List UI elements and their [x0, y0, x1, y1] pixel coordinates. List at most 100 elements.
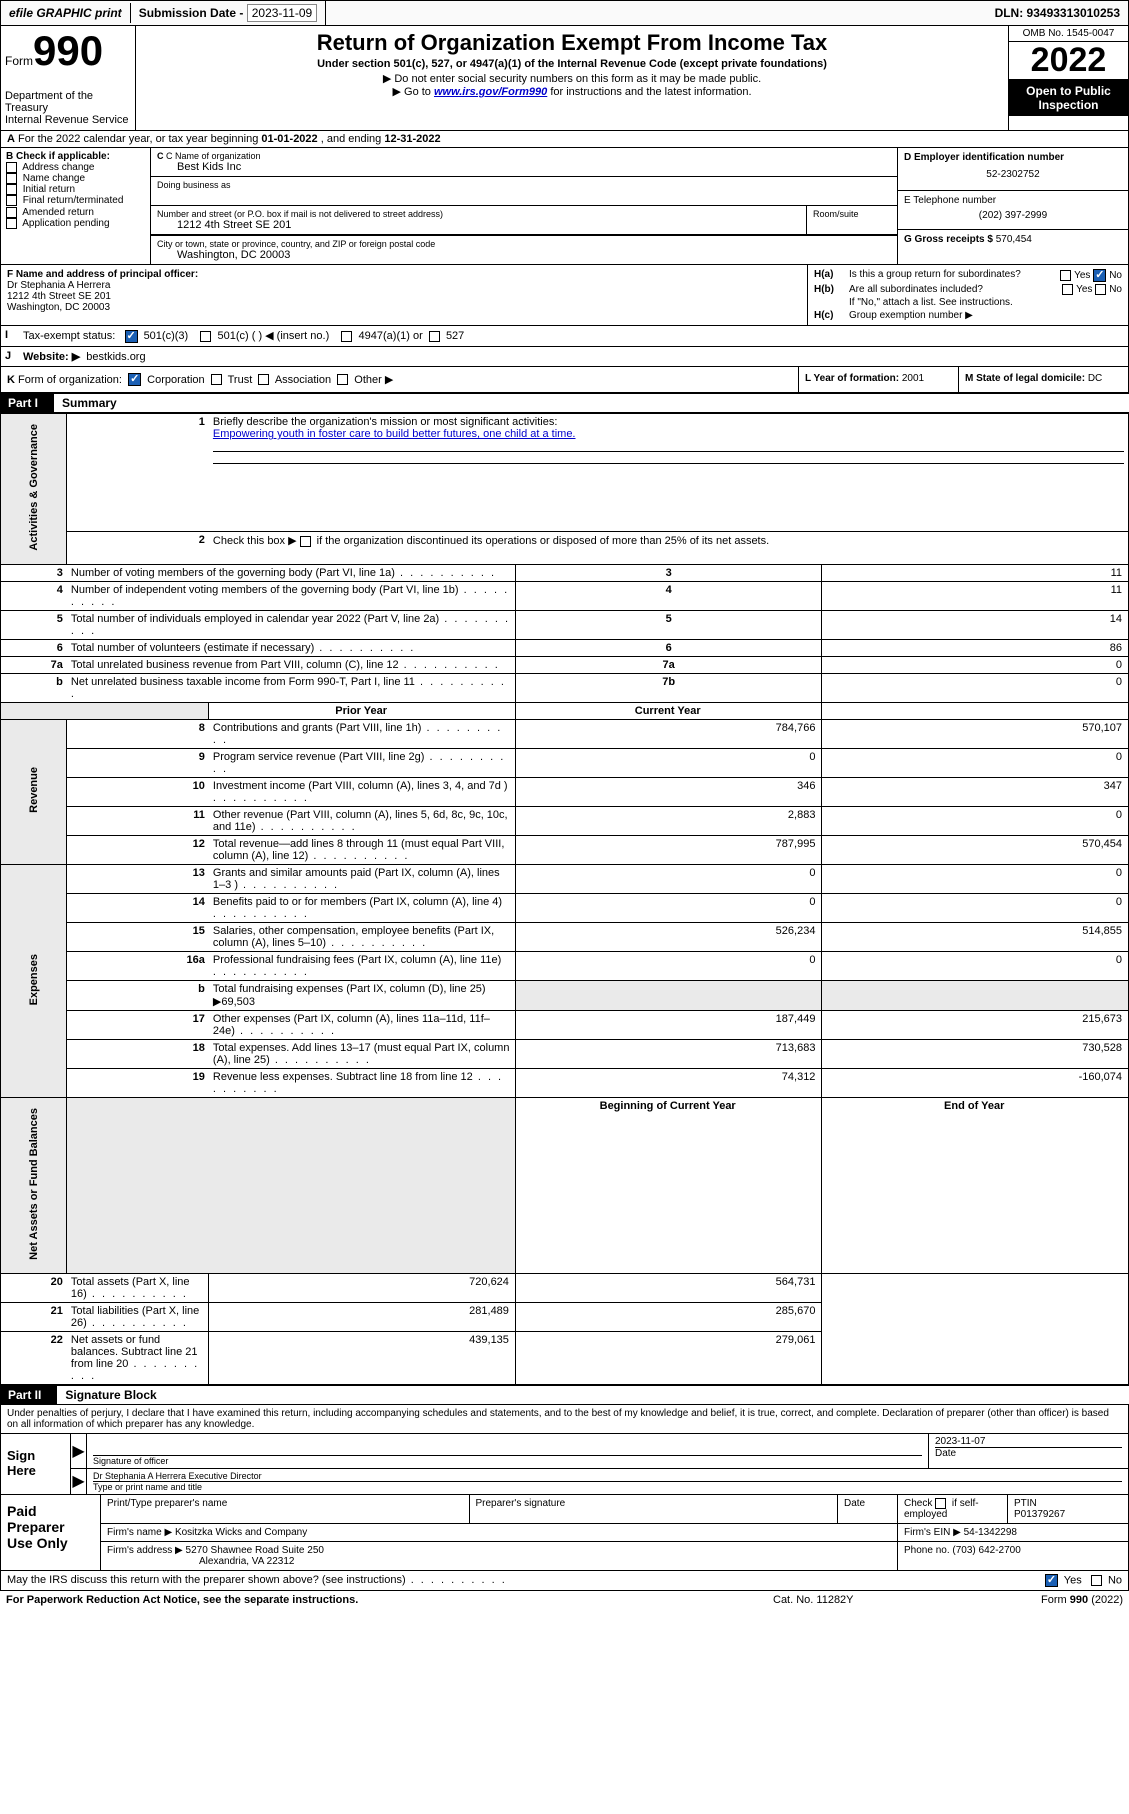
b-checkbox[interactable]	[6, 162, 17, 173]
b-checkbox[interactable]	[6, 173, 17, 184]
dept-treasury: Department of the Treasury	[5, 90, 131, 114]
year-formation-label: L Year of formation:	[805, 373, 899, 384]
prior-value: 713,683	[515, 1039, 822, 1068]
sub3-post: for instructions and the latest informat…	[547, 86, 751, 98]
line-value: 0	[822, 656, 1129, 673]
sign-here-label: Sign Here	[1, 1434, 71, 1494]
sig-intro: Under penalties of perjury, I declare th…	[1, 1405, 1128, 1434]
room-suite-label: Room/suite	[807, 206, 897, 235]
discuss-no-checkbox[interactable]	[1091, 1575, 1102, 1586]
side-revenue: Revenue	[28, 759, 40, 821]
hb-yes-checkbox[interactable]	[1062, 284, 1073, 295]
website-value: bestkids.org	[86, 351, 145, 363]
hb-text: Are all subordinates included?	[849, 284, 1042, 295]
submission-label: Submission Date -	[139, 6, 244, 20]
line-num: b	[67, 980, 209, 1010]
l2-text: Check this box ▶ if the organization dis…	[209, 532, 1129, 565]
efile-print-button[interactable]: efile GRAPHIC print	[1, 3, 131, 23]
ha-text: Is this a group return for subordinates?	[849, 269, 1042, 280]
irs-link[interactable]: www.irs.gov/Form990	[434, 86, 547, 98]
current-value: 0	[822, 748, 1129, 777]
officer-addr1: 1212 4th Street SE 201	[7, 291, 801, 302]
firm-addr1: 5270 Shawnee Road Suite 250	[186, 1545, 324, 1556]
prior-value: 787,995	[515, 835, 822, 864]
current-value: 570,107	[822, 719, 1129, 748]
l2-num: 2	[67, 532, 209, 565]
checkbox-row: Application pending	[6, 218, 145, 229]
line-box: 4	[515, 581, 822, 610]
b-checkbox[interactable]	[6, 218, 17, 229]
current-value: 0	[822, 893, 1129, 922]
current-value: 0	[822, 951, 1129, 980]
b-checkbox[interactable]	[6, 184, 17, 195]
501c3-checkbox[interactable]	[125, 330, 138, 343]
hdr-prior: Prior Year	[209, 702, 516, 719]
line-num: 16a	[67, 951, 209, 980]
line-text: Net unrelated business taxable income fr…	[67, 673, 516, 702]
current-value: 514,855	[822, 922, 1129, 951]
row-a-label: A	[7, 133, 15, 145]
527-checkbox[interactable]	[429, 331, 440, 342]
ha-yes-checkbox[interactable]	[1060, 270, 1071, 281]
line-text: Total number of volunteers (estimate if …	[67, 639, 516, 656]
sig-date-value: 2023-11-07	[935, 1436, 1122, 1447]
line-box: 7b	[515, 673, 822, 702]
l2-checkbox[interactable]	[300, 536, 311, 547]
end-value: 279,061	[515, 1331, 822, 1384]
b-checkbox[interactable]	[6, 207, 17, 218]
form-title: Return of Organization Exempt From Incom…	[142, 30, 1002, 56]
line-num: 12	[67, 835, 209, 864]
b-checkbox[interactable]	[6, 195, 17, 206]
501c-checkbox[interactable]	[200, 331, 211, 342]
line-num: 19	[67, 1068, 209, 1097]
other-checkbox[interactable]	[337, 374, 348, 385]
e-label: E Telephone number	[904, 195, 996, 206]
hb-no-checkbox[interactable]	[1095, 284, 1106, 295]
row-j-label: J	[1, 347, 19, 366]
prior-value: 526,234	[515, 922, 822, 951]
form-org-label: Form of organization:	[18, 374, 122, 386]
prep-name-hdr: Print/Type preparer's name	[101, 1495, 470, 1523]
4947-checkbox[interactable]	[341, 331, 352, 342]
street-address: 1212 4th Street SE 201	[157, 219, 800, 231]
line-text: Number of independent voting members of …	[67, 581, 516, 610]
year-formation: 2001	[902, 373, 924, 384]
g-label: G Gross receipts $	[904, 234, 993, 245]
line-num: 18	[67, 1039, 209, 1068]
line-text: Total unrelated business revenue from Pa…	[67, 656, 516, 673]
row-k-label: K	[7, 374, 15, 386]
current-value: 0	[822, 806, 1129, 835]
line-num: 21	[1, 1302, 67, 1331]
discuss-yes-checkbox[interactable]	[1045, 1574, 1058, 1587]
line-text: Revenue less expenses. Subtract line 18 …	[209, 1068, 516, 1097]
ptin-value: P01379267	[1014, 1509, 1065, 1520]
subtitle-2: ▶ Do not enter social security numbers o…	[142, 72, 1002, 85]
corp-checkbox[interactable]	[128, 373, 141, 386]
assoc-checkbox[interactable]	[258, 374, 269, 385]
checkbox-row: Address change	[6, 162, 145, 173]
firm-addr2: Alexandria, VA 22312	[107, 1556, 294, 1567]
current-value: 730,528	[822, 1039, 1129, 1068]
part1-header: Part I Summary	[0, 393, 1129, 413]
prior-value: 74,312	[515, 1068, 822, 1097]
block-bcde: B Check if applicable: Address change Na…	[0, 148, 1129, 265]
ha-no-checkbox[interactable]	[1093, 269, 1106, 282]
line-num: 13	[67, 864, 209, 893]
prep-sig-hdr: Preparer's signature	[470, 1495, 839, 1523]
footer-row: For Paperwork Reduction Act Notice, see …	[0, 1591, 1129, 1609]
row-a-mid: , and ending	[321, 133, 385, 145]
city-label: City or town, state or province, country…	[157, 239, 891, 249]
begin-value: 439,135	[209, 1331, 516, 1384]
line-box: 6	[515, 639, 822, 656]
line-text: Number of voting members of the governin…	[67, 564, 516, 581]
self-employed-checkbox[interactable]	[935, 1498, 946, 1509]
col-b-head: B Check if applicable:	[6, 151, 145, 162]
line-num: 4	[1, 581, 67, 610]
line-num: 11	[67, 806, 209, 835]
side-activities: Activities & Governance	[28, 416, 40, 559]
prior-value: 0	[515, 951, 822, 980]
paid-preparer-block: Paid Preparer Use Only Print/Type prepar…	[0, 1495, 1129, 1571]
phone-value: (703) 642-2700	[952, 1545, 1020, 1556]
city-state-zip: Washington, DC 20003	[157, 249, 891, 261]
trust-checkbox[interactable]	[211, 374, 222, 385]
